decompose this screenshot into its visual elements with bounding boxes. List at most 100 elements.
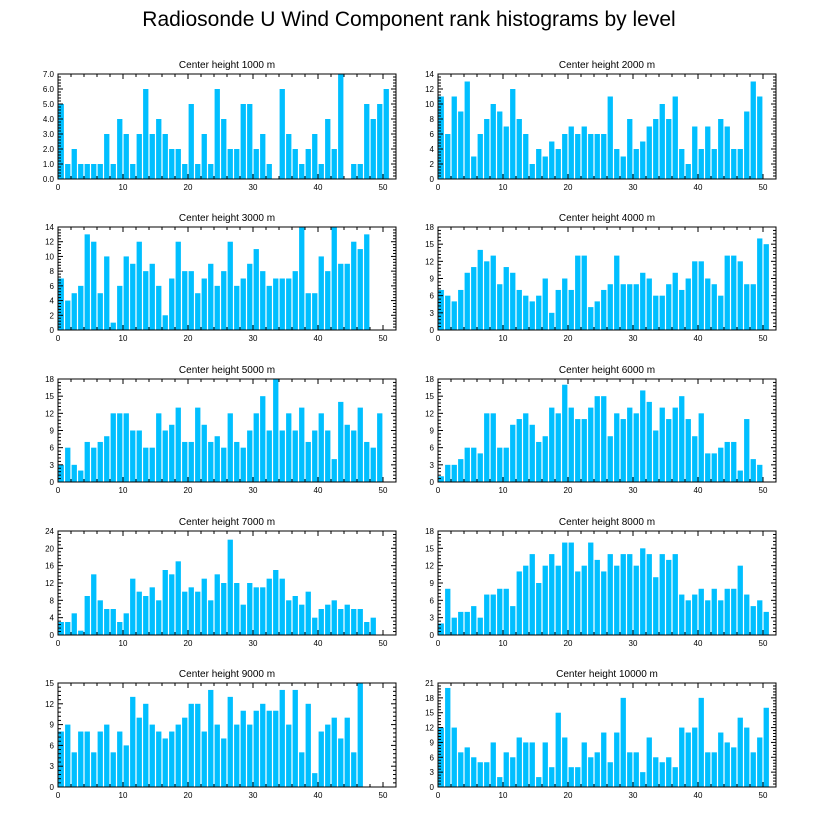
bar	[58, 731, 64, 787]
bar	[331, 459, 337, 482]
bar	[555, 565, 561, 635]
bar	[136, 430, 142, 482]
x-tick-label: 20	[564, 183, 573, 192]
bar	[458, 289, 464, 330]
bar	[260, 587, 266, 635]
bar	[705, 752, 711, 787]
bar	[581, 255, 587, 330]
bar	[484, 762, 490, 787]
bar	[718, 732, 724, 787]
bar	[214, 89, 220, 179]
x-tick-label: 30	[249, 639, 258, 648]
bar	[188, 441, 194, 482]
bar	[744, 111, 750, 179]
bar	[659, 104, 665, 179]
bar	[71, 752, 77, 787]
bar	[542, 436, 548, 482]
bar	[156, 600, 162, 635]
bar	[318, 413, 324, 482]
bar	[247, 263, 253, 330]
bar	[312, 430, 318, 482]
bar	[640, 548, 646, 635]
bar	[299, 227, 305, 330]
y-tick-label: 4	[50, 297, 55, 306]
y-tick-label: 18	[425, 223, 434, 232]
y-tick-label: 12	[425, 562, 434, 571]
bar	[497, 111, 503, 179]
bar	[471, 267, 477, 330]
bar	[117, 285, 123, 330]
bar	[377, 104, 383, 179]
bar	[477, 617, 483, 635]
bar	[692, 261, 698, 330]
bar	[640, 272, 646, 330]
bar	[763, 611, 769, 635]
x-tick-label: 50	[759, 791, 768, 800]
bar	[614, 565, 620, 635]
bar	[234, 583, 240, 635]
bar	[627, 554, 633, 635]
bar	[445, 134, 451, 179]
x-tick-label: 30	[249, 791, 258, 800]
bar	[162, 738, 168, 787]
bar	[536, 149, 542, 179]
y-tick-label: 7.0	[43, 70, 55, 79]
bar	[744, 727, 750, 787]
bar	[601, 396, 607, 482]
bar	[338, 263, 344, 330]
bar	[646, 278, 652, 330]
bar	[227, 241, 233, 330]
bar	[169, 424, 175, 482]
bar	[705, 278, 711, 330]
bar	[292, 430, 298, 482]
bar	[510, 89, 516, 179]
y-tick-label: 18	[425, 694, 434, 703]
x-tick-label: 0	[56, 486, 61, 495]
y-tick-label: 14	[425, 70, 434, 79]
x-tick-label: 20	[184, 639, 193, 648]
bar	[273, 710, 279, 787]
y-tick-label: 6	[50, 282, 55, 291]
bar	[627, 284, 633, 330]
bar	[227, 539, 233, 635]
bar	[305, 149, 311, 179]
bar	[672, 554, 678, 635]
bar	[503, 752, 509, 787]
bar	[91, 574, 97, 635]
bar	[698, 413, 704, 482]
bar	[718, 119, 724, 179]
y-tick-label: 9	[50, 721, 55, 730]
bar	[516, 571, 522, 635]
bar	[666, 419, 672, 482]
bar	[562, 542, 568, 635]
bar	[136, 591, 142, 635]
bar	[607, 284, 613, 330]
bar	[149, 263, 155, 330]
y-tick-label: 8	[50, 596, 55, 605]
bar	[58, 278, 64, 330]
bar	[370, 119, 376, 179]
x-tick-label: 10	[499, 183, 508, 192]
y-tick-label: 9	[430, 275, 435, 284]
bar	[377, 413, 383, 482]
bar	[672, 407, 678, 482]
y-tick-label: 9	[430, 738, 435, 747]
bar	[65, 622, 71, 635]
bar	[497, 777, 503, 787]
panel-title: Center height 6000 m	[559, 365, 655, 376]
panel-title: Center height 10000 m	[556, 669, 658, 680]
bar	[549, 554, 555, 635]
bar	[247, 430, 253, 482]
bar	[117, 622, 123, 635]
bar	[65, 300, 71, 330]
bar	[338, 401, 344, 482]
y-tick-label: 18	[45, 375, 54, 384]
bar	[731, 747, 737, 787]
bar	[523, 742, 529, 787]
bar	[464, 611, 470, 635]
y-tick-label: 6	[430, 130, 435, 139]
bar	[731, 149, 737, 179]
bar	[581, 565, 587, 635]
bar	[503, 447, 509, 482]
bar	[692, 436, 698, 482]
